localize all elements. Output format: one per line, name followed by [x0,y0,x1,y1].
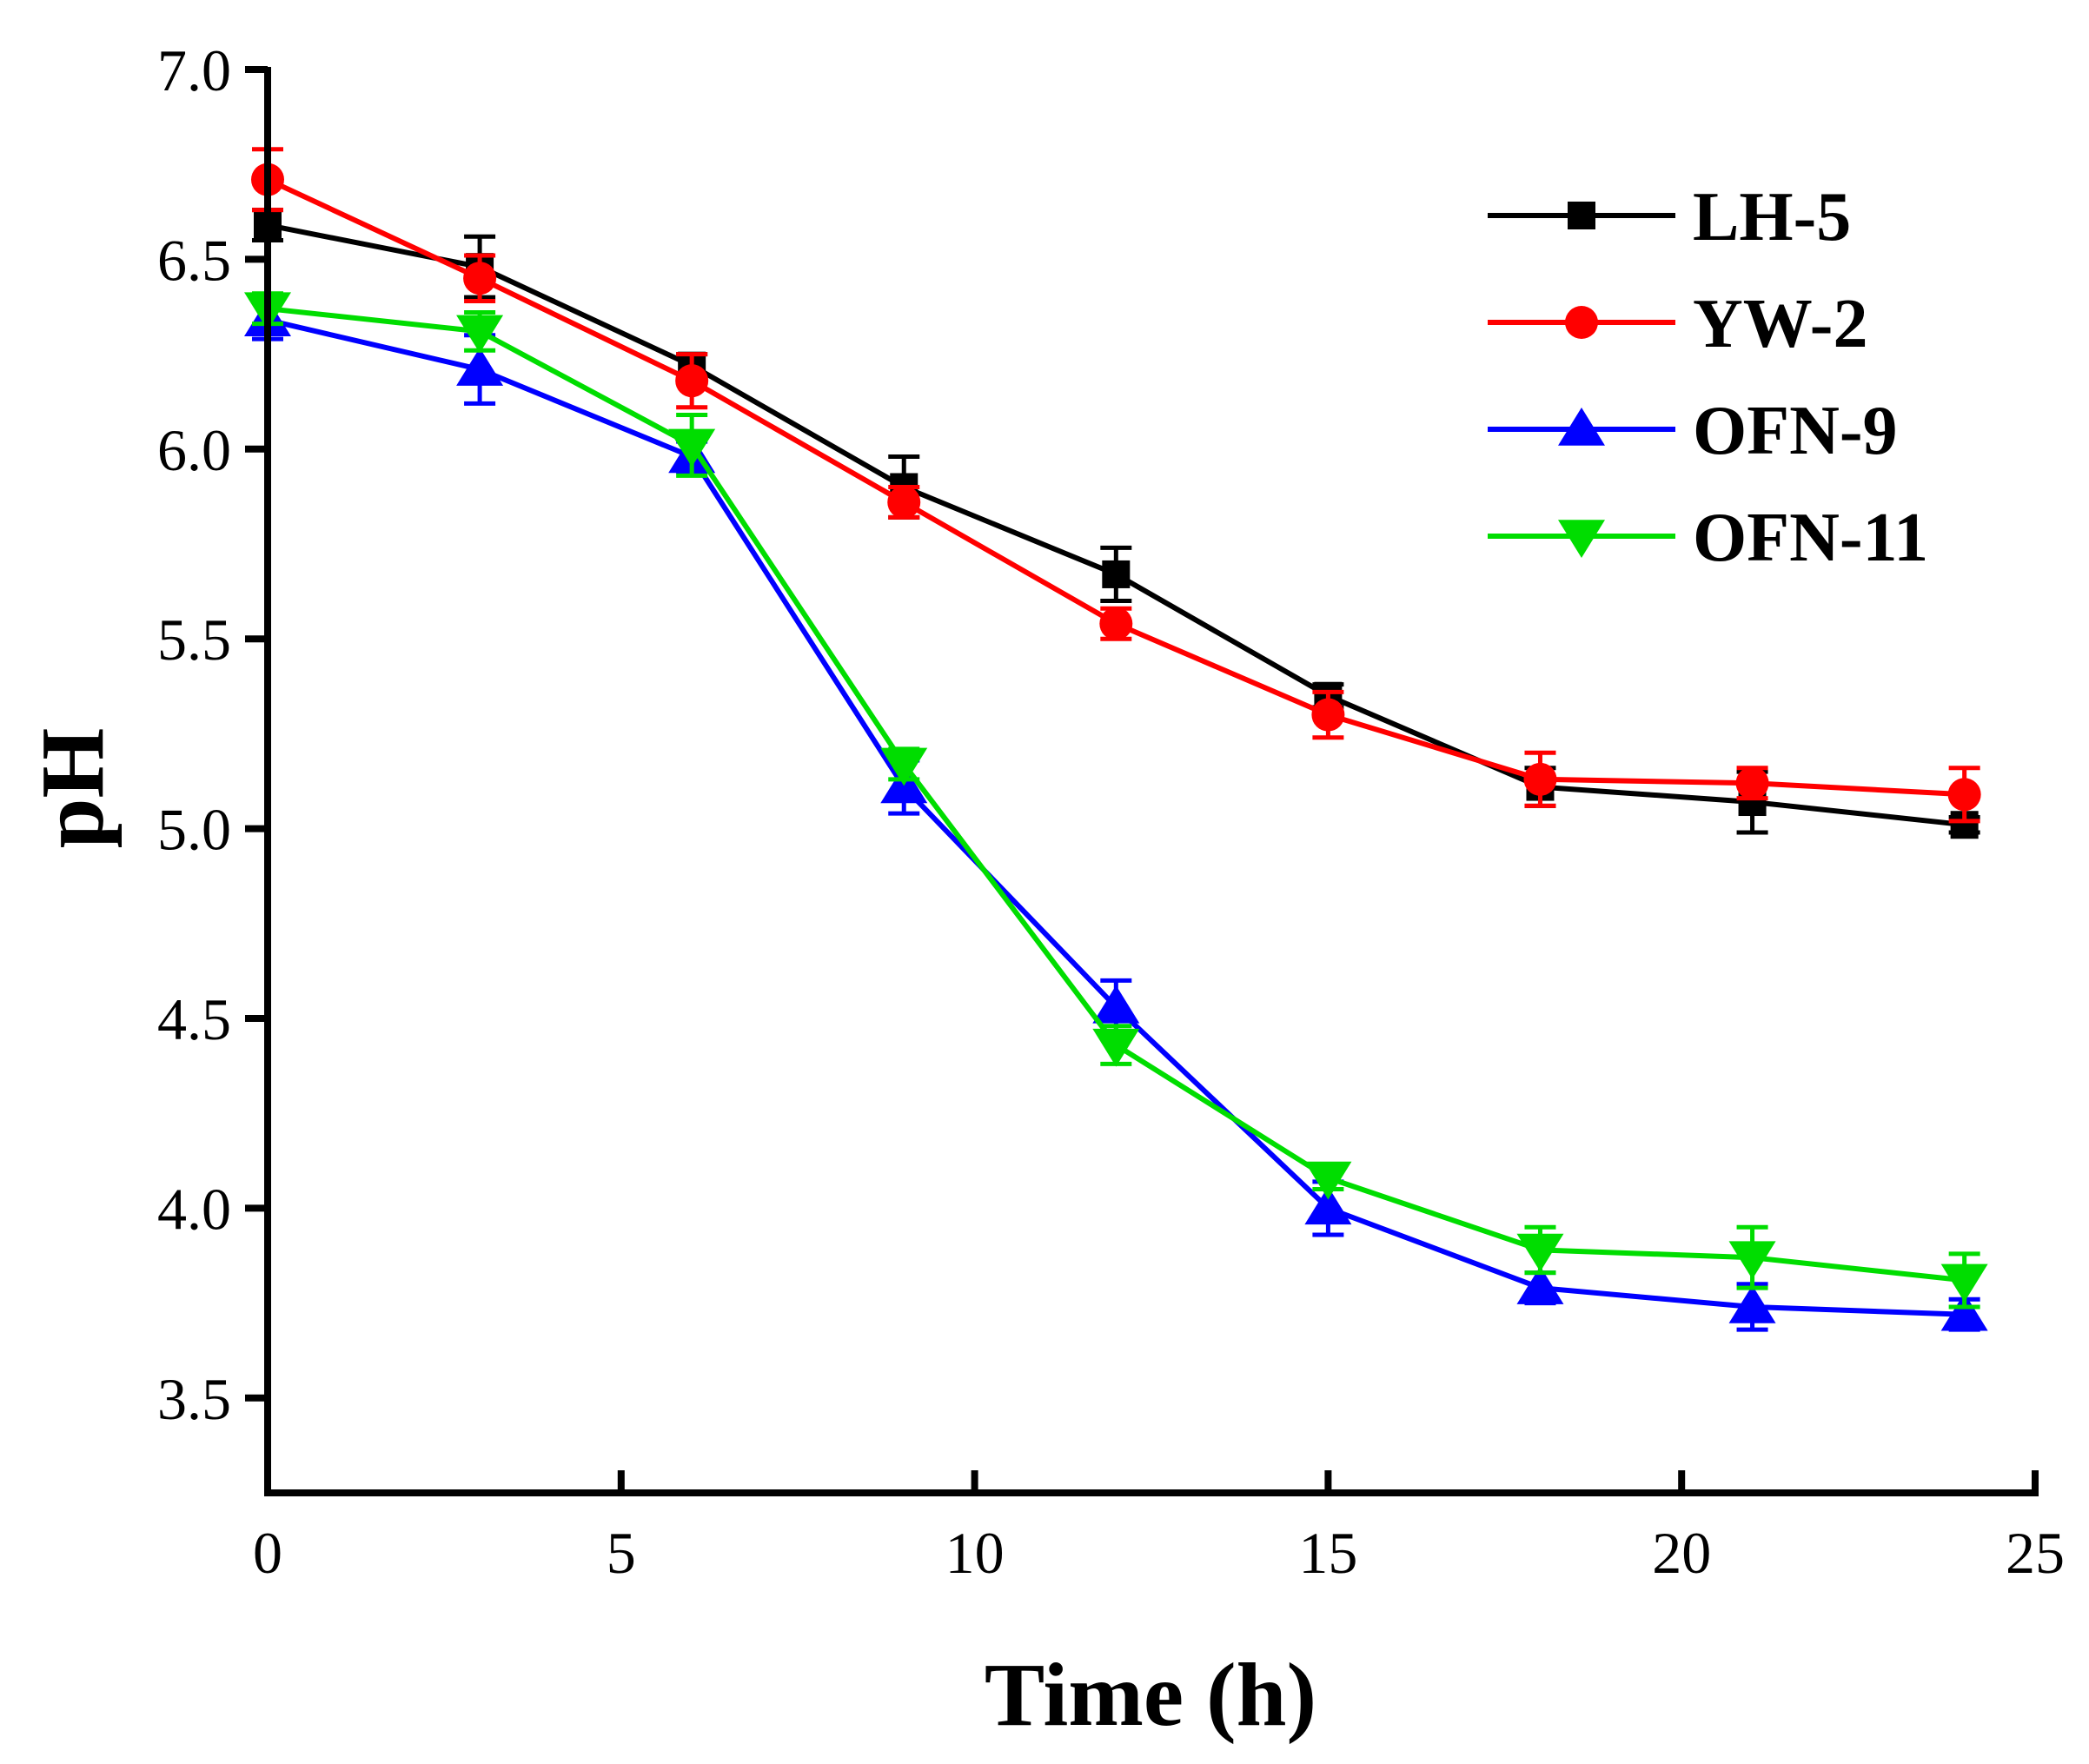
data-point-ofn-9 [1516,1266,1564,1304]
data-point-yw-2 [1311,698,1345,732]
x-tick-label: 10 [945,1520,1005,1586]
y-axis-title: pH [23,728,123,849]
legend-item-ofn-11: OFN-11 [1488,500,1928,576]
legend-label: YW-2 [1693,286,1867,362]
data-point-ofn-11 [880,747,928,786]
data-point-ofn-9 [1728,1284,1776,1323]
legend-marker [1558,520,1605,558]
data-point-ofn-9 [1940,1292,1988,1331]
legend: LH-5 YW-2 OFN-9 OFN-11 [1488,179,1928,576]
data-point-ofn-9 [1304,1186,1352,1225]
data-point-ofn-9 [456,348,504,386]
x-tick-label: 5 [607,1520,636,1586]
data-point-lh-5 [1102,560,1131,588]
y-tick-label: 5.0 [157,797,231,863]
x-tick-label: 15 [1298,1520,1357,1586]
data-point-yw-2 [1735,766,1769,800]
data-point-ofn-11 [1940,1263,1988,1303]
y-tick-label: 6.0 [157,417,231,483]
data-point-yw-2 [887,485,921,519]
data-point-yw-2 [675,364,709,398]
x-tick-label: 25 [2006,1520,2065,1586]
data-point-yw-2 [1099,607,1133,640]
data-point-ofn-9 [1092,985,1140,1024]
data-point-ofn-11 [456,315,504,354]
legend-label: OFN-9 [1693,393,1898,469]
y-tick-label: 4.5 [157,986,231,1052]
legend-item-lh-5: LH-5 [1488,179,1851,255]
line-yw-2 [266,176,1965,798]
x-axis-title: Time (h) [985,1645,1316,1745]
legend-item-yw-2: YW-2 [1488,286,1867,362]
y-tick-label: 7.0 [157,37,231,103]
y-tick-label: 4.0 [157,1176,231,1242]
legend-label: LH-5 [1693,179,1851,255]
y-tick-label: 3.5 [157,1366,231,1432]
data-point-ofn-11 [1304,1161,1352,1200]
legend-marker [1558,408,1605,446]
data-point-ofn-11 [1092,1028,1140,1067]
data-point-yw-2 [1947,778,1981,812]
data-point-ofn-11 [1516,1233,1564,1272]
legend-label: OFN-11 [1693,500,1928,576]
data-point-yw-2 [1523,762,1557,796]
x-tick-label: 20 [1652,1520,1711,1586]
series-layer [244,147,1988,1332]
data-point-ofn-11 [668,428,716,468]
series-yw-2 [251,147,1981,824]
legend-item-ofn-9: OFN-9 [1488,393,1898,469]
data-point-ofn-11 [1728,1241,1776,1280]
legend-marker [1568,202,1595,229]
legend-marker [1565,306,1598,339]
x-tick-label: 0 [253,1520,282,1586]
data-point-yw-2 [463,262,497,295]
axes-layer: 3.5 4.0 4.5 5.0 5.5 6.0 6.5 7.0 0 5 10 15 20 25 [157,37,2065,1586]
y-tick-label: 5.5 [157,607,231,673]
y-tick-label: 6.5 [157,227,231,293]
